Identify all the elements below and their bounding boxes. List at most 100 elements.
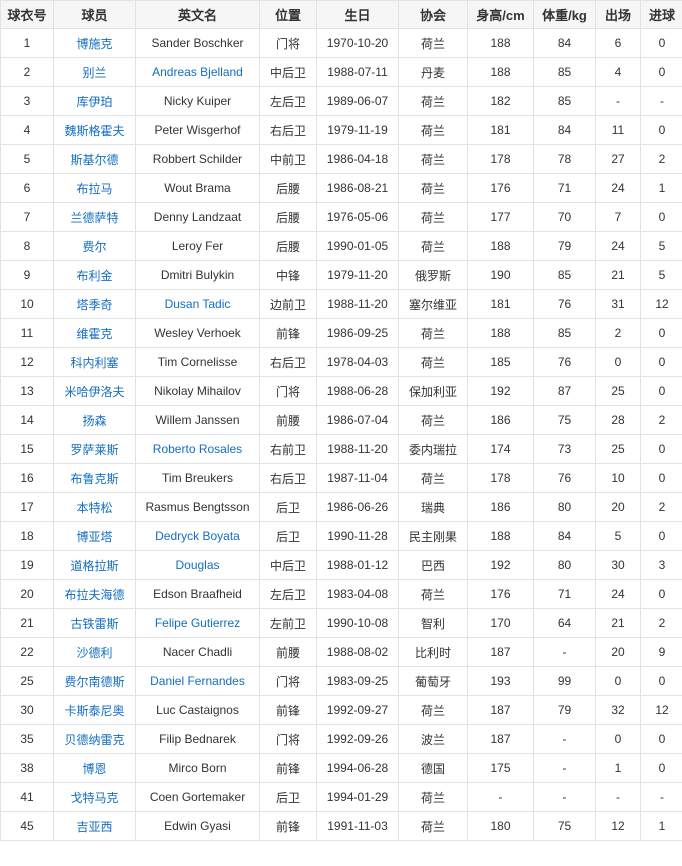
cell-birthday: 1986-04-18 <box>316 144 399 174</box>
cell-birthday: 1986-08-21 <box>316 173 399 203</box>
cell-association: 荷兰 <box>398 173 468 203</box>
cell-player: 米哈伊洛夫 <box>53 376 136 406</box>
cell-association: 智利 <box>398 608 468 638</box>
cell-birthday: 1986-09-25 <box>316 318 399 348</box>
player-link[interactable]: 吉亚西 <box>76 819 113 834</box>
cell-association: 荷兰 <box>398 28 468 58</box>
cell-goals: 3 <box>640 550 682 580</box>
english-name-link[interactable]: Andreas Bjelland <box>152 65 243 79</box>
player-link[interactable]: 布拉夫海德 <box>64 587 125 602</box>
player-link[interactable]: 博亚塔 <box>76 529 113 544</box>
english-name-link[interactable]: Dedryck Boyata <box>155 529 240 543</box>
cell-goals: 0 <box>640 753 682 783</box>
table-row: 9 布利金 Dmitri Bulykin 中锋 1979-11-20 俄罗斯 190 85 21… <box>0 260 682 290</box>
player-link[interactable]: 米哈伊洛夫 <box>64 384 125 399</box>
cell-player: 费尔 <box>53 231 136 261</box>
cell-position: 后卫 <box>259 492 317 522</box>
cell-appearances: 11 <box>595 115 641 145</box>
player-link[interactable]: 扬森 <box>82 413 107 428</box>
cell-jersey-number: 21 <box>0 608 54 638</box>
squad-table: 球衣号 球员 英文名 位置 生日 协会 身高/cm 体重/kg 出场 进球 1 博施克 Sander … <box>0 0 682 841</box>
cell-appearances: 2 <box>595 318 641 348</box>
cell-goals: 0 <box>640 57 682 87</box>
player-link[interactable]: 布拉马 <box>76 181 113 196</box>
cell-english-name: Edson Braafheid <box>135 579 260 609</box>
cell-jersey-number: 30 <box>0 695 54 725</box>
cell-english-name: Mirco Born <box>135 753 260 783</box>
cell-height: 188 <box>467 318 534 348</box>
cell-goals: 2 <box>640 144 682 174</box>
player-link[interactable]: 罗萨莱斯 <box>70 442 119 457</box>
cell-association: 保加利亚 <box>398 376 468 406</box>
player-link[interactable]: 博施克 <box>76 36 113 51</box>
player-link[interactable]: 别兰 <box>82 65 107 80</box>
player-link[interactable]: 戈特马克 <box>70 790 119 805</box>
cell-english-name: Luc Castaignos <box>135 695 260 725</box>
english-name-link[interactable]: Felipe Gutierrez <box>154 616 241 630</box>
cell-english-name: Tim Breukers <box>135 463 260 493</box>
cell-player: 吉亚西 <box>53 811 136 841</box>
player-link[interactable]: 维霍克 <box>76 326 113 341</box>
cell-height: 175 <box>467 753 534 783</box>
player-link[interactable]: 道格拉斯 <box>70 558 119 573</box>
player-link[interactable]: 兰德萨特 <box>70 210 119 225</box>
english-name-link[interactable]: Dusan Tadic <box>164 297 231 311</box>
player-link[interactable]: 魏斯格霍夫 <box>64 123 125 138</box>
cell-player: 卡斯泰尼奥 <box>53 695 136 725</box>
table-row: 13 米哈伊洛夫 Nikolay Mihailov 门将 1988-06-28 保加利亚 1… <box>0 376 682 406</box>
cell-weight: 75 <box>533 405 596 435</box>
cell-association: 荷兰 <box>398 231 468 261</box>
header-row: 球衣号 球员 英文名 位置 生日 协会 身高/cm 体重/kg 出场 进球 <box>0 0 682 29</box>
cell-height: 188 <box>467 231 534 261</box>
player-link[interactable]: 斯基尔德 <box>70 152 119 167</box>
cell-birthday: 1970-10-20 <box>316 28 399 58</box>
cell-player: 别兰 <box>53 57 136 87</box>
player-link[interactable]: 卡斯泰尼奥 <box>64 703 125 718</box>
cell-height: 192 <box>467 550 534 580</box>
player-link[interactable]: 塔季奇 <box>76 297 113 312</box>
cell-appearances: 25 <box>595 434 641 464</box>
cell-goals: 2 <box>640 608 682 638</box>
cell-jersey-number: 7 <box>0 202 54 232</box>
cell-player: 博恩 <box>53 753 136 783</box>
cell-english-name: Dmitri Bulykin <box>135 260 260 290</box>
english-name-link[interactable]: Daniel Fernandes <box>150 674 245 688</box>
cell-birthday: 1988-01-12 <box>316 550 399 580</box>
player-link[interactable]: 贝德纳雷克 <box>64 732 125 747</box>
cell-goals: 0 <box>640 28 682 58</box>
cell-height: 176 <box>467 579 534 609</box>
cell-height: 177 <box>467 202 534 232</box>
cell-height: 178 <box>467 144 534 174</box>
cell-birthday: 1987-11-04 <box>316 463 399 493</box>
player-link[interactable]: 博恩 <box>82 761 107 776</box>
cell-english-name: Dusan Tadic <box>135 289 260 319</box>
cell-appearances: - <box>595 782 641 812</box>
player-link[interactable]: 费尔 <box>82 239 107 254</box>
cell-jersey-number: 3 <box>0 86 54 116</box>
player-link[interactable]: 布利金 <box>76 268 113 283</box>
english-name-link[interactable]: Roberto Rosales <box>152 442 243 456</box>
player-link[interactable]: 布鲁克斯 <box>70 471 119 486</box>
player-link[interactable]: 沙德利 <box>76 645 113 660</box>
cell-weight: 76 <box>533 289 596 319</box>
cell-appearances: 21 <box>595 608 641 638</box>
cell-english-name: Roberto Rosales <box>135 434 260 464</box>
table-row: 1 博施克 Sander Boschker 门将 1970-10-20 荷兰 188 84 6 0 <box>0 28 682 58</box>
cell-appearances: 24 <box>595 173 641 203</box>
cell-appearances: 28 <box>595 405 641 435</box>
cell-birthday: 1976-05-06 <box>316 202 399 232</box>
header-weight: 体重/kg <box>533 0 596 29</box>
cell-weight: - <box>533 637 596 667</box>
player-link[interactable]: 费尔南德斯 <box>64 674 125 689</box>
player-link[interactable]: 古铁雷斯 <box>70 616 119 631</box>
english-name-link[interactable]: Douglas <box>175 558 220 572</box>
player-link[interactable]: 科内利塞 <box>70 355 119 370</box>
player-link[interactable]: 库伊珀 <box>76 94 113 109</box>
player-link[interactable]: 本特松 <box>76 500 113 515</box>
cell-goals: 0 <box>640 115 682 145</box>
cell-birthday: 1988-06-28 <box>316 376 399 406</box>
table-row: 8 费尔 Leroy Fer 后腰 1990-01-05 荷兰 188 79 24 5 <box>0 231 682 261</box>
cell-birthday: 1988-08-02 <box>316 637 399 667</box>
cell-appearances: 0 <box>595 347 641 377</box>
cell-player: 博亚塔 <box>53 521 136 551</box>
